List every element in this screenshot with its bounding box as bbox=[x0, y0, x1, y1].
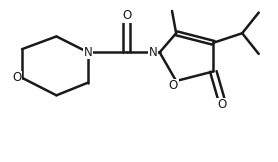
Text: O: O bbox=[217, 98, 226, 111]
Text: O: O bbox=[122, 9, 131, 22]
Text: O: O bbox=[12, 71, 21, 84]
Text: N: N bbox=[84, 46, 93, 59]
Text: N: N bbox=[148, 46, 157, 59]
Text: O: O bbox=[169, 79, 178, 92]
